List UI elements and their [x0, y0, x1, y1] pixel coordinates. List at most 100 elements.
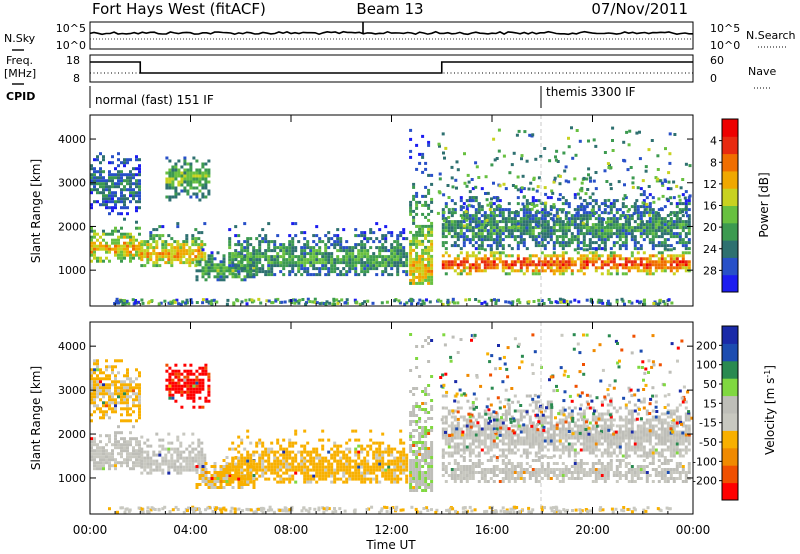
velocity-cell — [140, 459, 144, 463]
velocity-cell — [246, 465, 250, 469]
velocity-cell — [378, 465, 382, 469]
power-cell — [606, 269, 610, 273]
velocity-cell — [210, 486, 214, 489]
velocity-cell — [261, 465, 265, 469]
velocity-cell — [93, 395, 96, 399]
velocity-cell — [90, 395, 93, 399]
power-cell — [477, 217, 481, 221]
velocity-cell — [412, 486, 416, 489]
power-cell — [111, 247, 114, 251]
velocity-cell — [207, 378, 211, 382]
power-cell — [438, 144, 441, 148]
power-cell — [339, 243, 343, 247]
velocity-cell — [168, 390, 172, 394]
power-cell — [288, 255, 292, 259]
power-cell — [200, 246, 204, 250]
power-cell — [360, 240, 364, 244]
power-cell — [561, 254, 565, 258]
velocity-cell — [294, 429, 298, 433]
power-cell — [687, 251, 691, 255]
power-cell — [344, 301, 348, 304]
velocity-cell — [225, 480, 229, 483]
power-cell — [421, 263, 425, 267]
velocity-cell — [143, 450, 147, 454]
power-cell — [522, 214, 526, 218]
velocity-cell — [234, 465, 238, 469]
velocity-cell — [430, 426, 434, 429]
power-cell — [179, 255, 183, 259]
velocity-cell — [285, 468, 289, 472]
power-cell — [618, 235, 622, 239]
power-cell — [684, 269, 688, 273]
velocity-cell — [372, 453, 376, 457]
power-cell — [249, 264, 253, 268]
power-cell — [249, 267, 253, 271]
velocity-cell — [345, 459, 349, 463]
station-title: Fort Hays West (fitACF) — [92, 0, 266, 18]
power-cell — [684, 266, 688, 270]
velocity-cell — [360, 444, 364, 448]
velocity-cell — [108, 467, 111, 471]
velocity-cell — [138, 392, 141, 396]
power-cell — [427, 257, 431, 261]
power-cell — [585, 226, 589, 230]
power-cell — [149, 231, 153, 235]
velocity-cell — [222, 459, 226, 462]
power-cell — [421, 203, 425, 207]
power-cell — [543, 238, 547, 242]
power-cell — [618, 247, 622, 251]
power-cell — [288, 234, 292, 238]
power-cell — [264, 270, 268, 274]
power-cell — [312, 234, 316, 238]
velocity-cell — [321, 468, 325, 472]
power-cell — [360, 243, 364, 247]
power-cell — [522, 241, 526, 245]
power-cell — [123, 185, 126, 189]
velocity-cell — [318, 465, 322, 469]
velocity-cell — [176, 438, 180, 442]
power-cell — [561, 269, 565, 273]
power-cell — [597, 257, 601, 261]
power-cell — [627, 266, 631, 270]
power-cell — [549, 269, 553, 273]
power-cell — [255, 267, 259, 271]
velocity-cell — [427, 429, 431, 432]
power-cell — [480, 187, 484, 191]
power-cell — [573, 214, 577, 218]
power-cell — [261, 240, 265, 244]
power-cell — [291, 237, 295, 241]
velocity-cell — [264, 468, 268, 472]
power-cell — [371, 301, 375, 305]
velocity-cell — [149, 471, 153, 475]
velocity-cell — [189, 378, 193, 382]
power-cell — [512, 225, 516, 229]
power-cell — [415, 212, 419, 216]
velocity-cell — [252, 474, 256, 477]
power-cell — [606, 235, 610, 239]
velocity-cell — [430, 486, 434, 489]
power-cell — [519, 190, 523, 194]
power-cell — [243, 275, 247, 279]
velocity-cell — [336, 444, 340, 448]
power-cell — [543, 260, 547, 264]
power-cell — [195, 180, 199, 184]
power-cell — [216, 269, 220, 273]
power-cell — [195, 195, 199, 199]
velocity-cell — [179, 471, 183, 475]
power-cell — [444, 263, 448, 267]
cpid-label: CPID — [6, 90, 35, 103]
power-cell — [170, 243, 174, 247]
power-cell — [138, 170, 141, 174]
power-cell — [135, 185, 138, 189]
velocity-cell — [99, 383, 102, 387]
power-cell — [126, 212, 129, 216]
power-cell — [363, 243, 367, 247]
power-cell — [636, 226, 640, 230]
power-cell — [421, 278, 425, 282]
power-cell — [498, 251, 502, 255]
velocity-cell — [387, 477, 391, 481]
power-cell — [483, 266, 487, 270]
power-colorbar-swatch — [722, 119, 738, 137]
velocity-cell — [234, 456, 238, 460]
